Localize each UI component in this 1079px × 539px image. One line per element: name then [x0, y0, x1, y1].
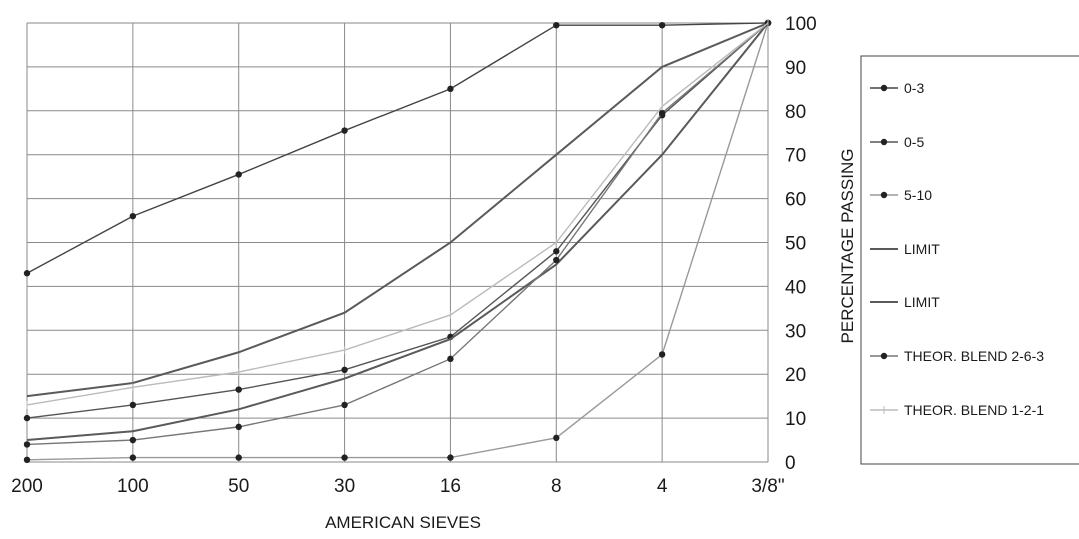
- y-tick-label: 80: [785, 102, 806, 123]
- y-tick-label: 40: [785, 277, 806, 298]
- series-6: [23, 19, 772, 448]
- data-point: [23, 270, 31, 277]
- y-tick-label: 20: [785, 365, 806, 386]
- x-tick-label: 4: [657, 476, 668, 497]
- data-point: [129, 212, 137, 220]
- series-line: [26, 22, 769, 446]
- data-point: [129, 436, 137, 444]
- y-tick-label: 30: [785, 321, 806, 342]
- legend-label: LIMIT: [904, 294, 940, 310]
- legend-item: THEOR. BLEND 2-6-3: [870, 348, 1044, 364]
- data-point: [235, 454, 242, 461]
- legend-item: LIMIT: [870, 294, 940, 310]
- y-tick-label: 70: [785, 146, 806, 167]
- data-point: [341, 454, 348, 461]
- y-tick-label: 60: [785, 190, 806, 211]
- x-tick-label: 30: [334, 476, 355, 497]
- legend-item: 5-10: [870, 187, 932, 203]
- x-tick-label: 16: [440, 476, 461, 497]
- legend-item: THEOR. BLEND 1-2-1: [870, 402, 1044, 418]
- series-line: [26, 22, 769, 398]
- legend-marker: [880, 84, 888, 92]
- data-point: [23, 441, 31, 448]
- legend-label: 5-10: [904, 187, 932, 203]
- series-group: [23, 19, 772, 464]
- data-point: [553, 21, 560, 29]
- data-point: [553, 256, 560, 264]
- series-line: [26, 22, 769, 274]
- y-tick-labels: 0 10 20 30 40 50 60 70 80 90 100: [785, 14, 817, 474]
- legend-item: 0-5: [870, 134, 924, 150]
- series-2: [23, 19, 772, 422]
- series-line: [26, 22, 769, 406]
- series-line: [26, 22, 769, 442]
- series-3: [23, 19, 772, 464]
- x-tick-label: 3/8": [751, 476, 784, 497]
- data-point: [129, 454, 137, 461]
- y-tick-label: 10: [785, 409, 806, 430]
- data-point: [235, 423, 242, 431]
- y-tick-label: 90: [785, 58, 806, 79]
- data-point: [341, 366, 348, 374]
- series-7: [26, 19, 769, 409]
- x-tick-label: 200: [11, 476, 43, 497]
- data-point: [129, 401, 137, 409]
- data-point: [23, 414, 31, 422]
- legend-item: 0-3: [870, 80, 924, 96]
- legend-box: [860, 55, 1079, 465]
- y-axis-label: PERCENTAGE PASSING: [838, 149, 857, 344]
- series-4: [26, 22, 769, 398]
- legend-marker: [880, 191, 888, 199]
- data-point: [553, 248, 560, 255]
- legend-label: THEOR. BLEND 2-6-3: [904, 348, 1044, 364]
- data-point: [23, 456, 31, 464]
- legend-marker: [880, 138, 888, 146]
- y-tick-label: 50: [785, 234, 806, 255]
- legend-label: 0-3: [904, 80, 924, 96]
- legend-label: 0-5: [904, 134, 924, 150]
- x-tick-label: 8: [551, 476, 562, 497]
- y-tick-label: 100: [785, 14, 817, 35]
- series-line: [26, 22, 769, 461]
- legend-item: LIMIT: [870, 241, 940, 257]
- series-5: [26, 22, 769, 442]
- legend-marker: [880, 352, 888, 360]
- grid: [26, 22, 769, 463]
- data-point: [447, 355, 454, 363]
- legend-label: LIMIT: [904, 241, 940, 257]
- y-tick-label: 0: [785, 453, 796, 474]
- x-axis-label: AMERICAN SIEVES: [325, 513, 481, 532]
- legend: 0-3 0-5 5-10 LIMIT LIMIT THEOR. BLEND 2-6-3 T…: [860, 55, 1079, 465]
- x-tick-labels: 200 100 50 30 16 8 4 3/8": [11, 476, 784, 497]
- data-point: [447, 85, 454, 93]
- data-point: [553, 434, 560, 442]
- data-point: [658, 21, 666, 29]
- x-tick-label: 50: [228, 476, 249, 497]
- data-point: [341, 401, 348, 409]
- legend-label: THEOR. BLEND 1-2-1: [904, 402, 1044, 418]
- data-point: [235, 386, 242, 393]
- data-point: [658, 351, 666, 358]
- data-point: [447, 454, 454, 461]
- x-tick-label: 100: [117, 476, 149, 497]
- data-point: [658, 109, 666, 117]
- series-1: [23, 19, 772, 277]
- data-point: [235, 171, 242, 178]
- data-point: [341, 127, 348, 134]
